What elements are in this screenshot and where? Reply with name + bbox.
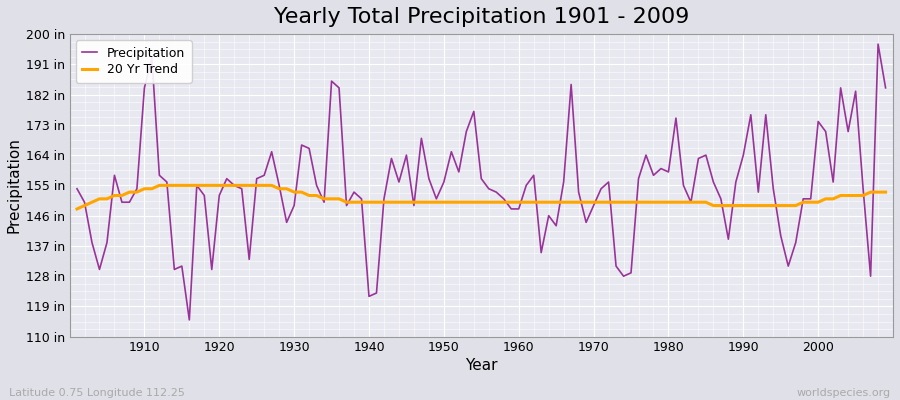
Text: worldspecies.org: worldspecies.org (796, 388, 891, 398)
Precipitation (521, 183, 532, 188)
Line: 20 Yr Trend: 20 Yr Trend (77, 185, 886, 209)
20 Yr Trend (131, 190, 142, 194)
Precipitation (348, 190, 359, 194)
Precipitation (513, 206, 524, 211)
20 Yr Trend (521, 200, 532, 205)
20 Yr Trend (513, 200, 524, 205)
20 Yr Trend (154, 183, 165, 188)
Text: Latitude 0.75 Longitude 112.25: Latitude 0.75 Longitude 112.25 (9, 388, 184, 398)
Line: Precipitation: Precipitation (77, 44, 886, 320)
20 Yr Trend (880, 190, 891, 194)
Precipitation (131, 186, 142, 191)
20 Yr Trend (72, 206, 83, 211)
20 Yr Trend (348, 200, 359, 205)
20 Yr Trend (303, 193, 314, 198)
Precipitation (303, 146, 314, 151)
Legend: Precipitation, 20 Yr Trend: Precipitation, 20 Yr Trend (76, 40, 192, 82)
Precipitation (184, 318, 194, 322)
Precipitation (880, 86, 891, 90)
Precipitation (873, 42, 884, 46)
20 Yr Trend (611, 200, 622, 205)
Y-axis label: Precipitation: Precipitation (7, 138, 22, 233)
Precipitation (72, 186, 83, 191)
X-axis label: Year: Year (465, 358, 498, 373)
Title: Yearly Total Precipitation 1901 - 2009: Yearly Total Precipitation 1901 - 2009 (274, 7, 689, 27)
Precipitation (611, 264, 622, 268)
